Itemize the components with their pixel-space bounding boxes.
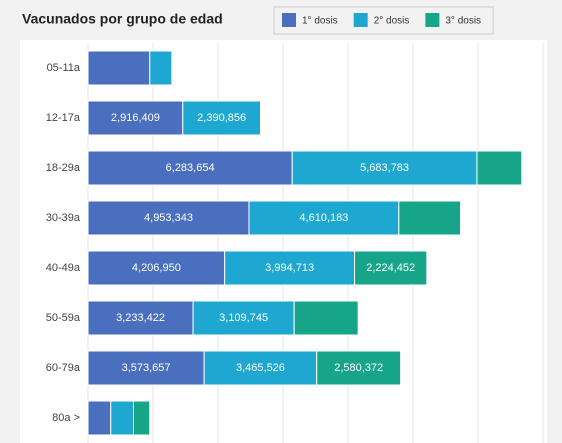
bar-segment xyxy=(149,50,173,86)
value-label: 4,953,343 xyxy=(144,212,193,224)
bar-segment xyxy=(110,400,134,436)
bar-segment xyxy=(316,350,402,386)
bar-segment xyxy=(87,200,250,236)
y-tick-label: 12-17a xyxy=(46,112,81,124)
bar-segment xyxy=(291,150,478,186)
y-tick-label: 50-59a xyxy=(46,312,81,324)
value-label: 2,390,856 xyxy=(197,112,246,124)
legend-box xyxy=(273,6,494,35)
y-tick-label: 05-11a xyxy=(47,62,81,74)
bar-segment xyxy=(224,250,356,286)
value-label: 6,283,654 xyxy=(166,162,215,174)
bar-segment xyxy=(87,50,151,86)
bar-segment xyxy=(354,250,428,286)
legend-label: 1° dosis xyxy=(302,16,338,27)
bar-segment xyxy=(87,350,205,386)
bar-segment xyxy=(293,300,359,336)
value-label: 2,916,409 xyxy=(111,112,160,124)
bar-segment xyxy=(87,100,184,136)
value-label: 3,573,657 xyxy=(122,362,171,374)
bar-segment xyxy=(248,200,400,236)
bar-segment xyxy=(476,150,523,186)
y-tick-label: 18-29a xyxy=(46,162,81,174)
value-label: 4,206,950 xyxy=(132,262,181,274)
value-label: 2,580,372 xyxy=(334,362,383,374)
value-label: 3,109,745 xyxy=(219,312,268,324)
bar-segment xyxy=(87,150,293,186)
value-label: 3,994,713 xyxy=(265,262,314,274)
bar-segment xyxy=(182,100,261,136)
legend-swatch xyxy=(425,13,440,27)
bar-segment xyxy=(133,400,151,436)
legend-swatch xyxy=(282,13,296,27)
bar-segment xyxy=(87,300,194,336)
y-tick-label: 40-49a xyxy=(46,262,81,274)
value-label: 3,465,526 xyxy=(236,362,285,374)
chart-title: Vacunados por grupo de edad xyxy=(22,11,223,27)
y-tick-label: 60-79a xyxy=(46,362,81,374)
y-tick-label: 30-39a xyxy=(46,212,81,224)
value-label: 5,683,783 xyxy=(360,162,409,174)
legend-label: 3° dosis xyxy=(445,16,481,27)
bar-segment xyxy=(192,300,295,336)
value-label: 2,224,452 xyxy=(366,262,415,274)
value-label: 4,610,183 xyxy=(299,212,348,224)
y-tick-label: 80a > xyxy=(52,412,80,424)
legend-swatch xyxy=(353,13,368,27)
legend-label: 2° dosis xyxy=(374,16,410,27)
bar-segment xyxy=(398,200,462,236)
bar-segment xyxy=(203,350,318,386)
bar-segment xyxy=(87,400,112,436)
value-label: 3,233,422 xyxy=(116,312,165,324)
